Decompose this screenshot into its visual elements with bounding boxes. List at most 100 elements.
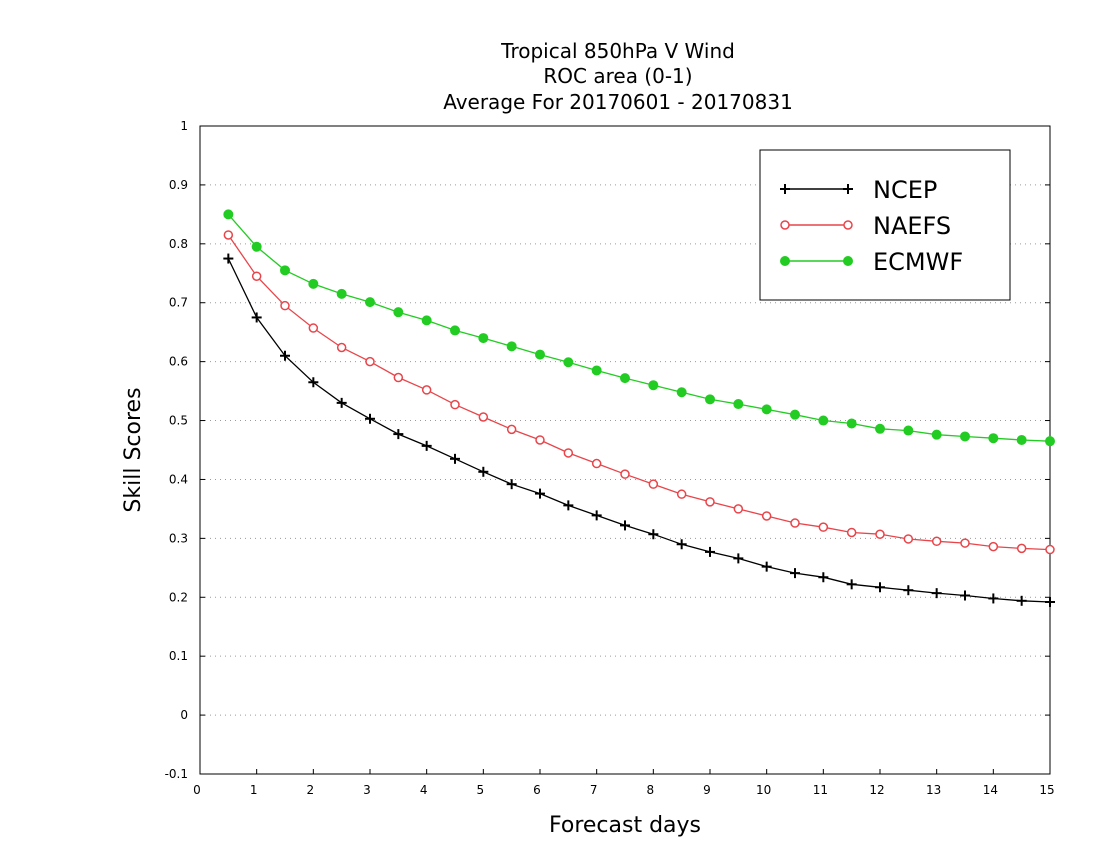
legend-label-ncep: NCEP xyxy=(873,176,937,204)
legend-label-naefs: NAEFS xyxy=(873,212,951,240)
data-point-naefs xyxy=(761,511,772,521)
data-point-naefs xyxy=(790,518,800,528)
data-point-naefs xyxy=(1045,544,1055,555)
data-point-naefs xyxy=(931,536,942,547)
data-point-naefs xyxy=(591,458,602,469)
series-group xyxy=(223,209,1055,607)
data-point-ncep xyxy=(365,413,375,424)
data-point-ecmwf xyxy=(818,415,829,426)
data-point-ncep xyxy=(280,350,290,361)
y-tick-label: 0.6 xyxy=(169,355,188,369)
data-point-ecmwf xyxy=(365,297,375,308)
data-point-ncep xyxy=(393,429,404,440)
data-point-ecmwf xyxy=(705,394,715,405)
legend-entry-naefs: NAEFS xyxy=(780,212,951,240)
y-tick-label: 0.5 xyxy=(169,414,188,428)
data-point-ecmwf xyxy=(648,380,659,391)
data-point-ncep xyxy=(705,546,715,557)
data-point-ecmwf xyxy=(251,241,262,252)
legend-marker-ecmwf xyxy=(780,256,790,266)
legend-entry-ncep: NCEP xyxy=(780,176,937,204)
title-line-2: ROC area (0-1) xyxy=(543,64,692,88)
data-point-ecmwf xyxy=(280,265,290,276)
data-point-naefs xyxy=(875,529,885,539)
data-point-naefs xyxy=(563,448,574,458)
data-point-naefs xyxy=(818,522,829,532)
data-point-ecmwf xyxy=(393,307,404,318)
x-tick-label: 1 xyxy=(250,783,258,797)
data-point-ecmwf xyxy=(308,278,319,289)
data-point-ecmwf xyxy=(931,429,942,440)
data-point-ncep xyxy=(988,593,999,604)
y-tick-label: 0.7 xyxy=(169,296,188,310)
x-tick-label: 5 xyxy=(477,783,485,797)
legend-marker-ncep xyxy=(843,184,853,194)
y-tick-label: 1 xyxy=(180,119,188,133)
data-point-ecmwf xyxy=(591,365,602,376)
axes: -0.100.10.20.30.40.50.60.70.80.910 1 2 3 4 5 6… xyxy=(165,119,1055,797)
data-point-naefs xyxy=(365,356,375,367)
x-tick-label: 13 xyxy=(926,783,941,797)
data-point-ncep xyxy=(648,529,659,540)
data-point-naefs xyxy=(620,469,630,479)
data-point-ncep xyxy=(421,440,432,451)
data-point-ncep xyxy=(1016,595,1027,606)
data-point-ncep xyxy=(960,590,970,601)
data-point-ecmwf xyxy=(761,404,772,415)
data-point-naefs xyxy=(705,497,715,507)
data-point-ncep xyxy=(733,553,744,564)
data-point-ncep xyxy=(535,488,545,499)
data-point-ncep xyxy=(336,397,347,408)
data-point-ecmwf xyxy=(790,409,800,420)
data-point-ncep xyxy=(563,500,574,511)
data-point-ecmwf xyxy=(620,373,630,384)
data-point-naefs xyxy=(676,489,687,499)
x-tick-label: 0 xyxy=(193,783,201,797)
data-point-naefs xyxy=(903,534,914,544)
y-tick-label: 0.3 xyxy=(169,531,188,545)
y-tick-label: 0.4 xyxy=(169,472,188,486)
data-point-naefs xyxy=(733,504,744,514)
x-tick-label: 2 xyxy=(307,783,315,797)
legend-marker-ncep xyxy=(780,184,790,194)
data-point-ncep xyxy=(875,582,885,593)
data-point-ecmwf xyxy=(421,315,432,326)
x-tick-label: 14 xyxy=(983,783,998,797)
data-point-naefs xyxy=(506,424,517,435)
y-axis-label: Skill Scores xyxy=(121,387,146,512)
data-point-ncep xyxy=(591,510,602,521)
series-naefs xyxy=(223,230,1055,555)
data-point-ecmwf xyxy=(535,349,545,360)
y-tick-label: 0.8 xyxy=(169,237,188,251)
data-point-ecmwf xyxy=(903,425,914,436)
legend-entry-ecmwf: ECMWF xyxy=(780,248,963,276)
data-point-ecmwf xyxy=(506,341,517,352)
legend-label-ecmwf: ECMWF xyxy=(873,248,963,276)
data-point-ncep xyxy=(846,579,857,590)
data-point-ncep xyxy=(1045,596,1055,607)
data-point-naefs xyxy=(478,412,489,422)
data-point-naefs xyxy=(336,342,347,353)
data-point-ecmwf xyxy=(450,325,460,336)
data-point-naefs xyxy=(648,479,659,489)
x-tick-label: 10 xyxy=(756,783,771,797)
data-point-ecmwf xyxy=(846,418,857,429)
x-tick-label: 7 xyxy=(590,783,598,797)
data-point-naefs xyxy=(535,435,545,445)
data-point-ncep xyxy=(931,588,942,599)
data-point-naefs xyxy=(280,300,290,311)
legend-marker-ecmwf xyxy=(843,256,853,266)
data-point-naefs xyxy=(308,323,319,333)
data-point-ecmwf xyxy=(960,431,970,442)
data-point-ncep xyxy=(308,377,319,388)
data-point-ncep xyxy=(818,572,829,583)
data-point-naefs xyxy=(988,541,999,552)
legend: NCEP NAEFS ECMWF xyxy=(759,149,1011,301)
y-tick-label: 0.9 xyxy=(169,178,188,192)
x-tick-label: 3 xyxy=(363,783,371,797)
data-point-naefs xyxy=(846,527,857,538)
data-point-ncep xyxy=(903,585,914,596)
data-point-ecmwf xyxy=(1045,436,1055,447)
x-tick-label: 12 xyxy=(869,783,884,797)
